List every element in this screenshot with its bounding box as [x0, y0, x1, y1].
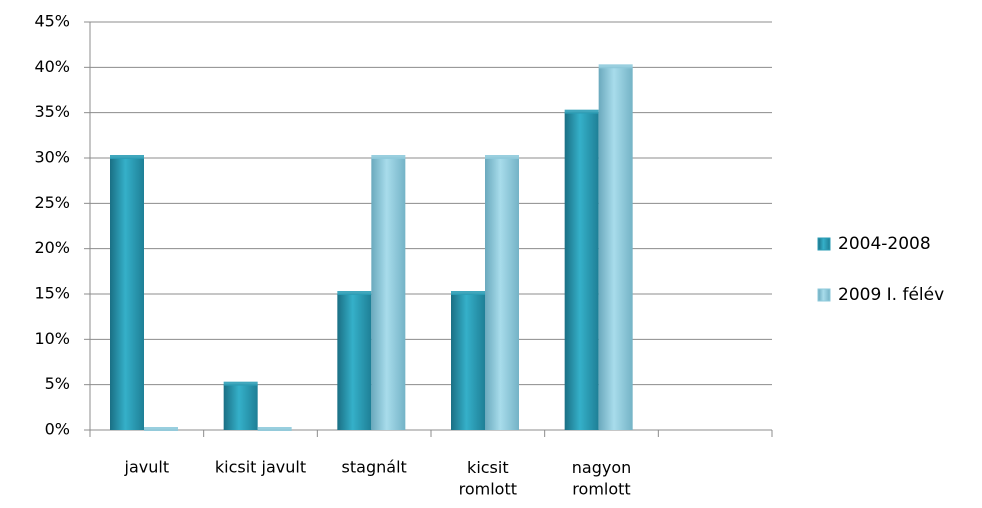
x-tick-label: stagnált: [342, 458, 407, 477]
bar-top: [110, 155, 144, 159]
legend-swatch: [817, 237, 831, 251]
bar: [598, 67, 633, 430]
bar: [485, 158, 519, 430]
y-tick-label: 30%: [34, 148, 70, 167]
y-tick-label: 45%: [34, 12, 70, 31]
bar-top: [451, 291, 485, 295]
legend-swatch: [817, 288, 831, 302]
legend-label: 2009 I. félév: [838, 285, 944, 305]
x-tick-label: kicsit javult: [215, 458, 306, 477]
x-tick-label: nagyon romlott: [572, 458, 632, 499]
y-tick-label: 15%: [34, 284, 70, 303]
bar: [223, 384, 258, 430]
bar: [564, 112, 599, 431]
bar: [337, 294, 372, 430]
x-tick-label: javult: [124, 458, 170, 477]
y-tick-label: 20%: [34, 238, 70, 257]
bar-top: [564, 109, 599, 114]
bar-top: [371, 155, 406, 159]
bar: [371, 158, 406, 430]
bar-top: [223, 381, 258, 386]
y-tick-label: 35%: [34, 102, 70, 121]
bar-top: [144, 427, 178, 431]
y-tick-label: 0%: [45, 420, 70, 439]
bar-top: [337, 291, 372, 295]
y-tick-label: 40%: [34, 57, 70, 76]
y-tick-label: 5%: [45, 374, 70, 393]
y-tick-label: 25%: [34, 193, 70, 212]
bar-top: [257, 427, 292, 431]
bar: [110, 158, 144, 430]
bar-top: [485, 155, 519, 159]
bar: [451, 294, 485, 430]
legend-label: 2004-2008: [838, 234, 931, 254]
bar-top: [598, 64, 633, 69]
y-tick-label: 10%: [34, 329, 70, 348]
x-tick-label: kicsit romlott: [459, 458, 517, 499]
